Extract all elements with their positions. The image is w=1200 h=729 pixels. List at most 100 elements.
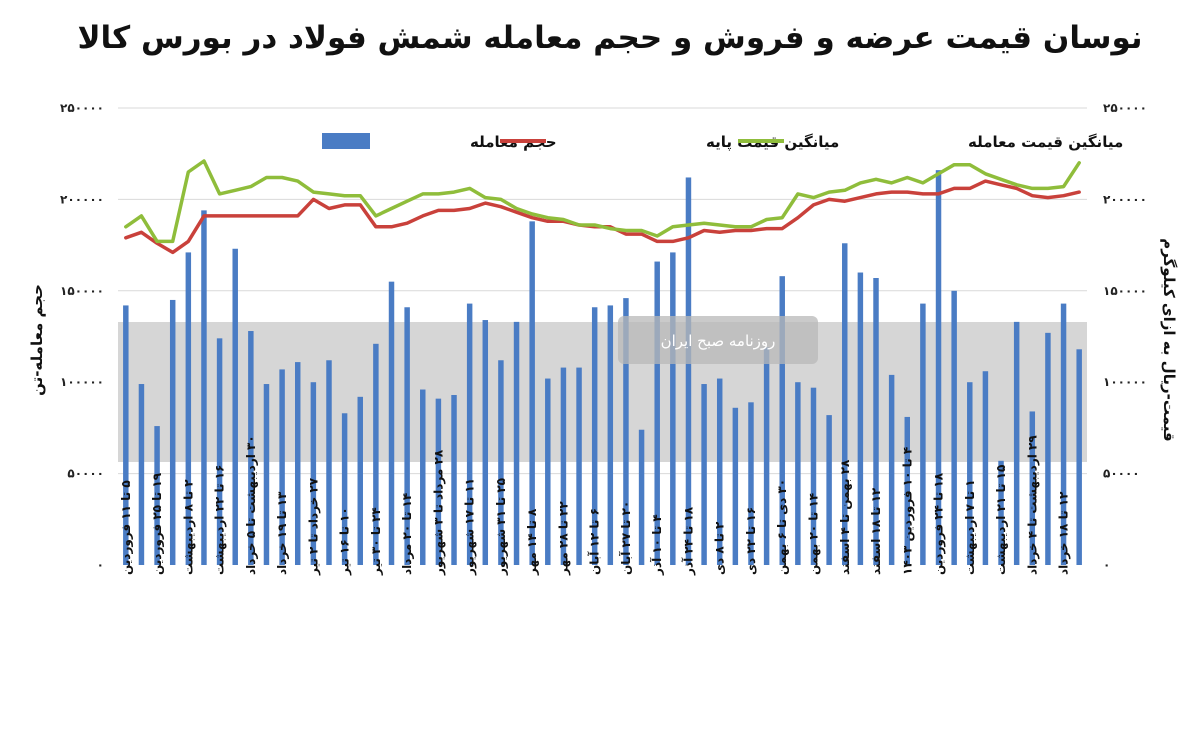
y-tick-label-right: ۲۰۰۰۰۰ — [1103, 192, 1147, 206]
volume-bar — [935, 170, 942, 566]
volume-bar — [857, 272, 864, 565]
y-tick-label-right: ۱۰۰۰۰۰ — [1103, 375, 1147, 389]
watermark-label: روزنامه صبح ایران — [661, 332, 776, 350]
x-tick-label: ۶ تا ۱۲ آبان — [587, 508, 602, 575]
volume-bar — [607, 305, 614, 565]
volume-bar — [888, 374, 895, 565]
x-tick-label: ۱ تا ۷ اردیبهشت — [963, 479, 977, 575]
right-axis-title: قیمت-ریال به ازای کیلوگرم — [1160, 238, 1178, 442]
volume-bar — [1060, 303, 1067, 565]
y-tick-label-left: ۲۰۰۰۰۰ — [60, 192, 104, 206]
volume-bar — [185, 252, 192, 566]
volume-bar — [685, 177, 692, 566]
x-tick-label: ۱۳ تا ۱۹ خرداد — [275, 491, 289, 575]
x-tick-label: ۱۲ تا ۱۸ اسفند — [869, 487, 883, 575]
volume-bar — [310, 382, 317, 565]
volume-bar — [435, 398, 442, 565]
x-tick-label: ۲۸ بهمن تا ۴ اسفند — [838, 459, 852, 575]
volume-bar — [795, 382, 801, 565]
volume-bar — [169, 299, 176, 565]
x-tick-label: ۱۸ تا ۲۴ آذر — [681, 506, 696, 576]
volume-bar — [201, 210, 207, 566]
volume-bar — [842, 243, 848, 565]
volume-bar — [591, 307, 598, 565]
trade-price-line — [124, 159, 1081, 244]
x-tick-label: ۱۵ تا ۲۱ اردیبهشت — [994, 465, 1008, 575]
volume-bar — [373, 343, 379, 565]
volume-bar — [1029, 411, 1036, 565]
watermark-band — [118, 322, 1087, 462]
left-axis-ticks: ۰ ۵۰۰۰۰ ۱۰۰۰۰۰ ۱۵۰۰۰۰ ۲۰۰۰۰۰ ۲۵۰۰۰۰ — [60, 101, 104, 572]
y-tick-label-left: ۲۵۰۰۰۰ — [60, 101, 104, 115]
volume-bar — [529, 221, 535, 565]
volume-bar — [701, 384, 707, 565]
volume-bar — [279, 369, 285, 565]
volume-bar — [560, 367, 567, 565]
volume-bar — [294, 362, 301, 565]
x-tick-label: ۴ تا ۱۰ آذر — [649, 514, 664, 576]
volume-bar — [388, 281, 395, 565]
volume-bar — [810, 387, 817, 565]
volume-bar — [513, 321, 520, 565]
volume-bar — [904, 416, 911, 565]
volume-bar — [638, 429, 645, 565]
bar-series — [123, 170, 1082, 566]
volume-bar — [216, 338, 223, 565]
volume-bar — [998, 460, 1004, 565]
volume-bar — [545, 378, 551, 565]
y-tick-label-right: ۰ — [1103, 558, 1110, 572]
line-series — [124, 159, 1081, 255]
volume-bar — [404, 307, 410, 565]
legend-label-trade-price: میانگین قیمت معامله — [968, 133, 1123, 151]
volume-bar — [826, 415, 832, 565]
volume-bar — [248, 331, 254, 565]
volume-bar — [951, 290, 957, 565]
x-tick-label: ۲۰ تا ۲۷ آبان — [618, 501, 633, 575]
x-tick-label: ۱۹ تا ۲۵ فروردین — [150, 472, 165, 575]
volume-bar — [748, 402, 754, 565]
volume-bar — [873, 278, 879, 565]
chart-title: نوسان قیمت عرضه و فروش و حجم معامله شمش … — [77, 20, 1142, 56]
y-tick-label-left: ۱۰۰۰۰۰ — [60, 375, 104, 389]
left-axis-title: حجم معامله-تن — [28, 284, 46, 396]
volume-bar — [232, 248, 238, 566]
x-tick-label: ۸ تا ۱۴ مهر — [525, 508, 539, 576]
x-tick-label: ۲۸ مرداد تا ۳ شهریور — [431, 449, 446, 576]
legend: حجم معامله میانگین قیمت پایه میانگین قیم… — [322, 133, 1123, 152]
category-labels: ۵ تا ۱۱ فروردین ۱۹ تا ۲۵ فروردین ۲ تا ۸ ار… — [119, 435, 1071, 576]
volume-bar — [326, 360, 332, 565]
volume-bar — [498, 360, 504, 565]
volume-bar — [654, 261, 660, 565]
volume-bar — [451, 394, 457, 565]
x-tick-label: ۱۴ تا ۲۰ مرداد — [400, 493, 414, 575]
x-tick-label: ۴ تا ۱۰ فروردین ۱۴۰۳ — [900, 447, 915, 575]
volume-bar — [670, 252, 676, 566]
volume-bar — [263, 384, 270, 565]
volume-bar — [716, 378, 723, 565]
watermark: روزنامه صبح ایران — [618, 316, 818, 364]
x-tick-label: ۲ تا ۸ دی — [713, 521, 727, 575]
volume-bar — [576, 367, 582, 565]
x-tick-label: ۱۴ تا ۲۰ بهمن — [807, 493, 821, 575]
volume-bar — [123, 305, 129, 565]
volume-bar — [920, 303, 926, 565]
x-tick-label: ۱۶ تا ۲۲ دی — [744, 507, 758, 575]
volume-bar — [623, 298, 629, 565]
y-tick-label-right: ۱۵۰۰۰۰ — [1103, 284, 1147, 298]
volume-bar — [138, 384, 145, 565]
volume-bar — [482, 320, 489, 565]
x-tick-label: ۳۰ دی تا ۶ بهمن — [775, 479, 789, 575]
right-axis-ticks: ۰ ۵۰۰۰۰ ۱۰۰۰۰۰ ۱۵۰۰۰۰ ۲۰۰۰۰۰ ۲۵۰۰۰۰ — [1103, 101, 1147, 572]
volume-bar — [154, 426, 160, 565]
x-tick-label: ۲۵ تا ۳۱ شهریور — [494, 478, 509, 576]
volume-bar — [466, 303, 473, 565]
y-tick-label-left: ۱۵۰۰۰۰ — [60, 284, 104, 298]
volume-bar — [779, 276, 785, 565]
x-tick-label: ۲۹ اردیبهشت تا ۴ خرداد — [1025, 435, 1039, 575]
y-tick-label-right: ۲۵۰۰۰۰ — [1103, 101, 1147, 115]
y-tick-label-left: ۰ — [97, 558, 104, 572]
volume-bar — [967, 382, 973, 565]
y-tick-label-right: ۵۰۰۰۰ — [1103, 467, 1140, 481]
x-tick-label: ۱۱ تا ۱۷ شهریور — [463, 478, 478, 576]
